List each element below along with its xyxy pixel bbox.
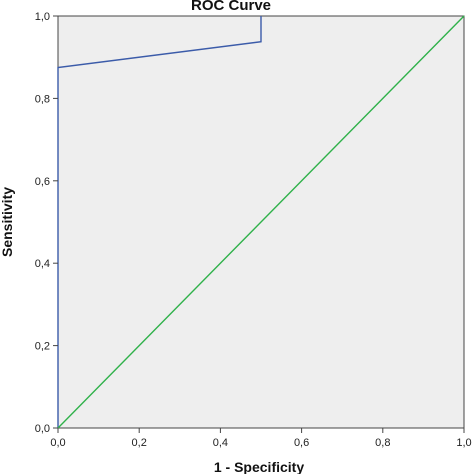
x-tick-label: 0,4 [213,437,228,449]
x-tick-label: 0,2 [132,437,147,449]
axis-layer: 0,0 0,2 0,4 0,6 0,8 1,0 0,0 0,2 0,4 0,6 0,8 1,0 [35,11,472,449]
x-tick-label: 1,0 [456,437,471,449]
x-axis-title: 1 - Specificity [214,459,304,474]
y-tick-label: 0,0 [35,423,50,435]
reference-diagonal-line [57,15,465,429]
roc-curve-line [57,16,262,428]
x-tick-label: 0,8 [375,437,390,449]
chart-title: ROC Curve [191,0,271,14]
y-tick-label: 0,2 [35,341,50,353]
y-axis-title: Sensitivity [0,187,15,257]
y-tick-label: 0,8 [35,93,50,105]
y-tick-label: 1,0 [35,11,50,23]
x-tick-label: 0,0 [50,437,65,449]
series-layer [57,15,465,429]
y-tick-label: 0,4 [35,258,50,270]
x-tick-label: 0,6 [294,437,309,449]
y-tick-label: 0,6 [35,176,50,188]
